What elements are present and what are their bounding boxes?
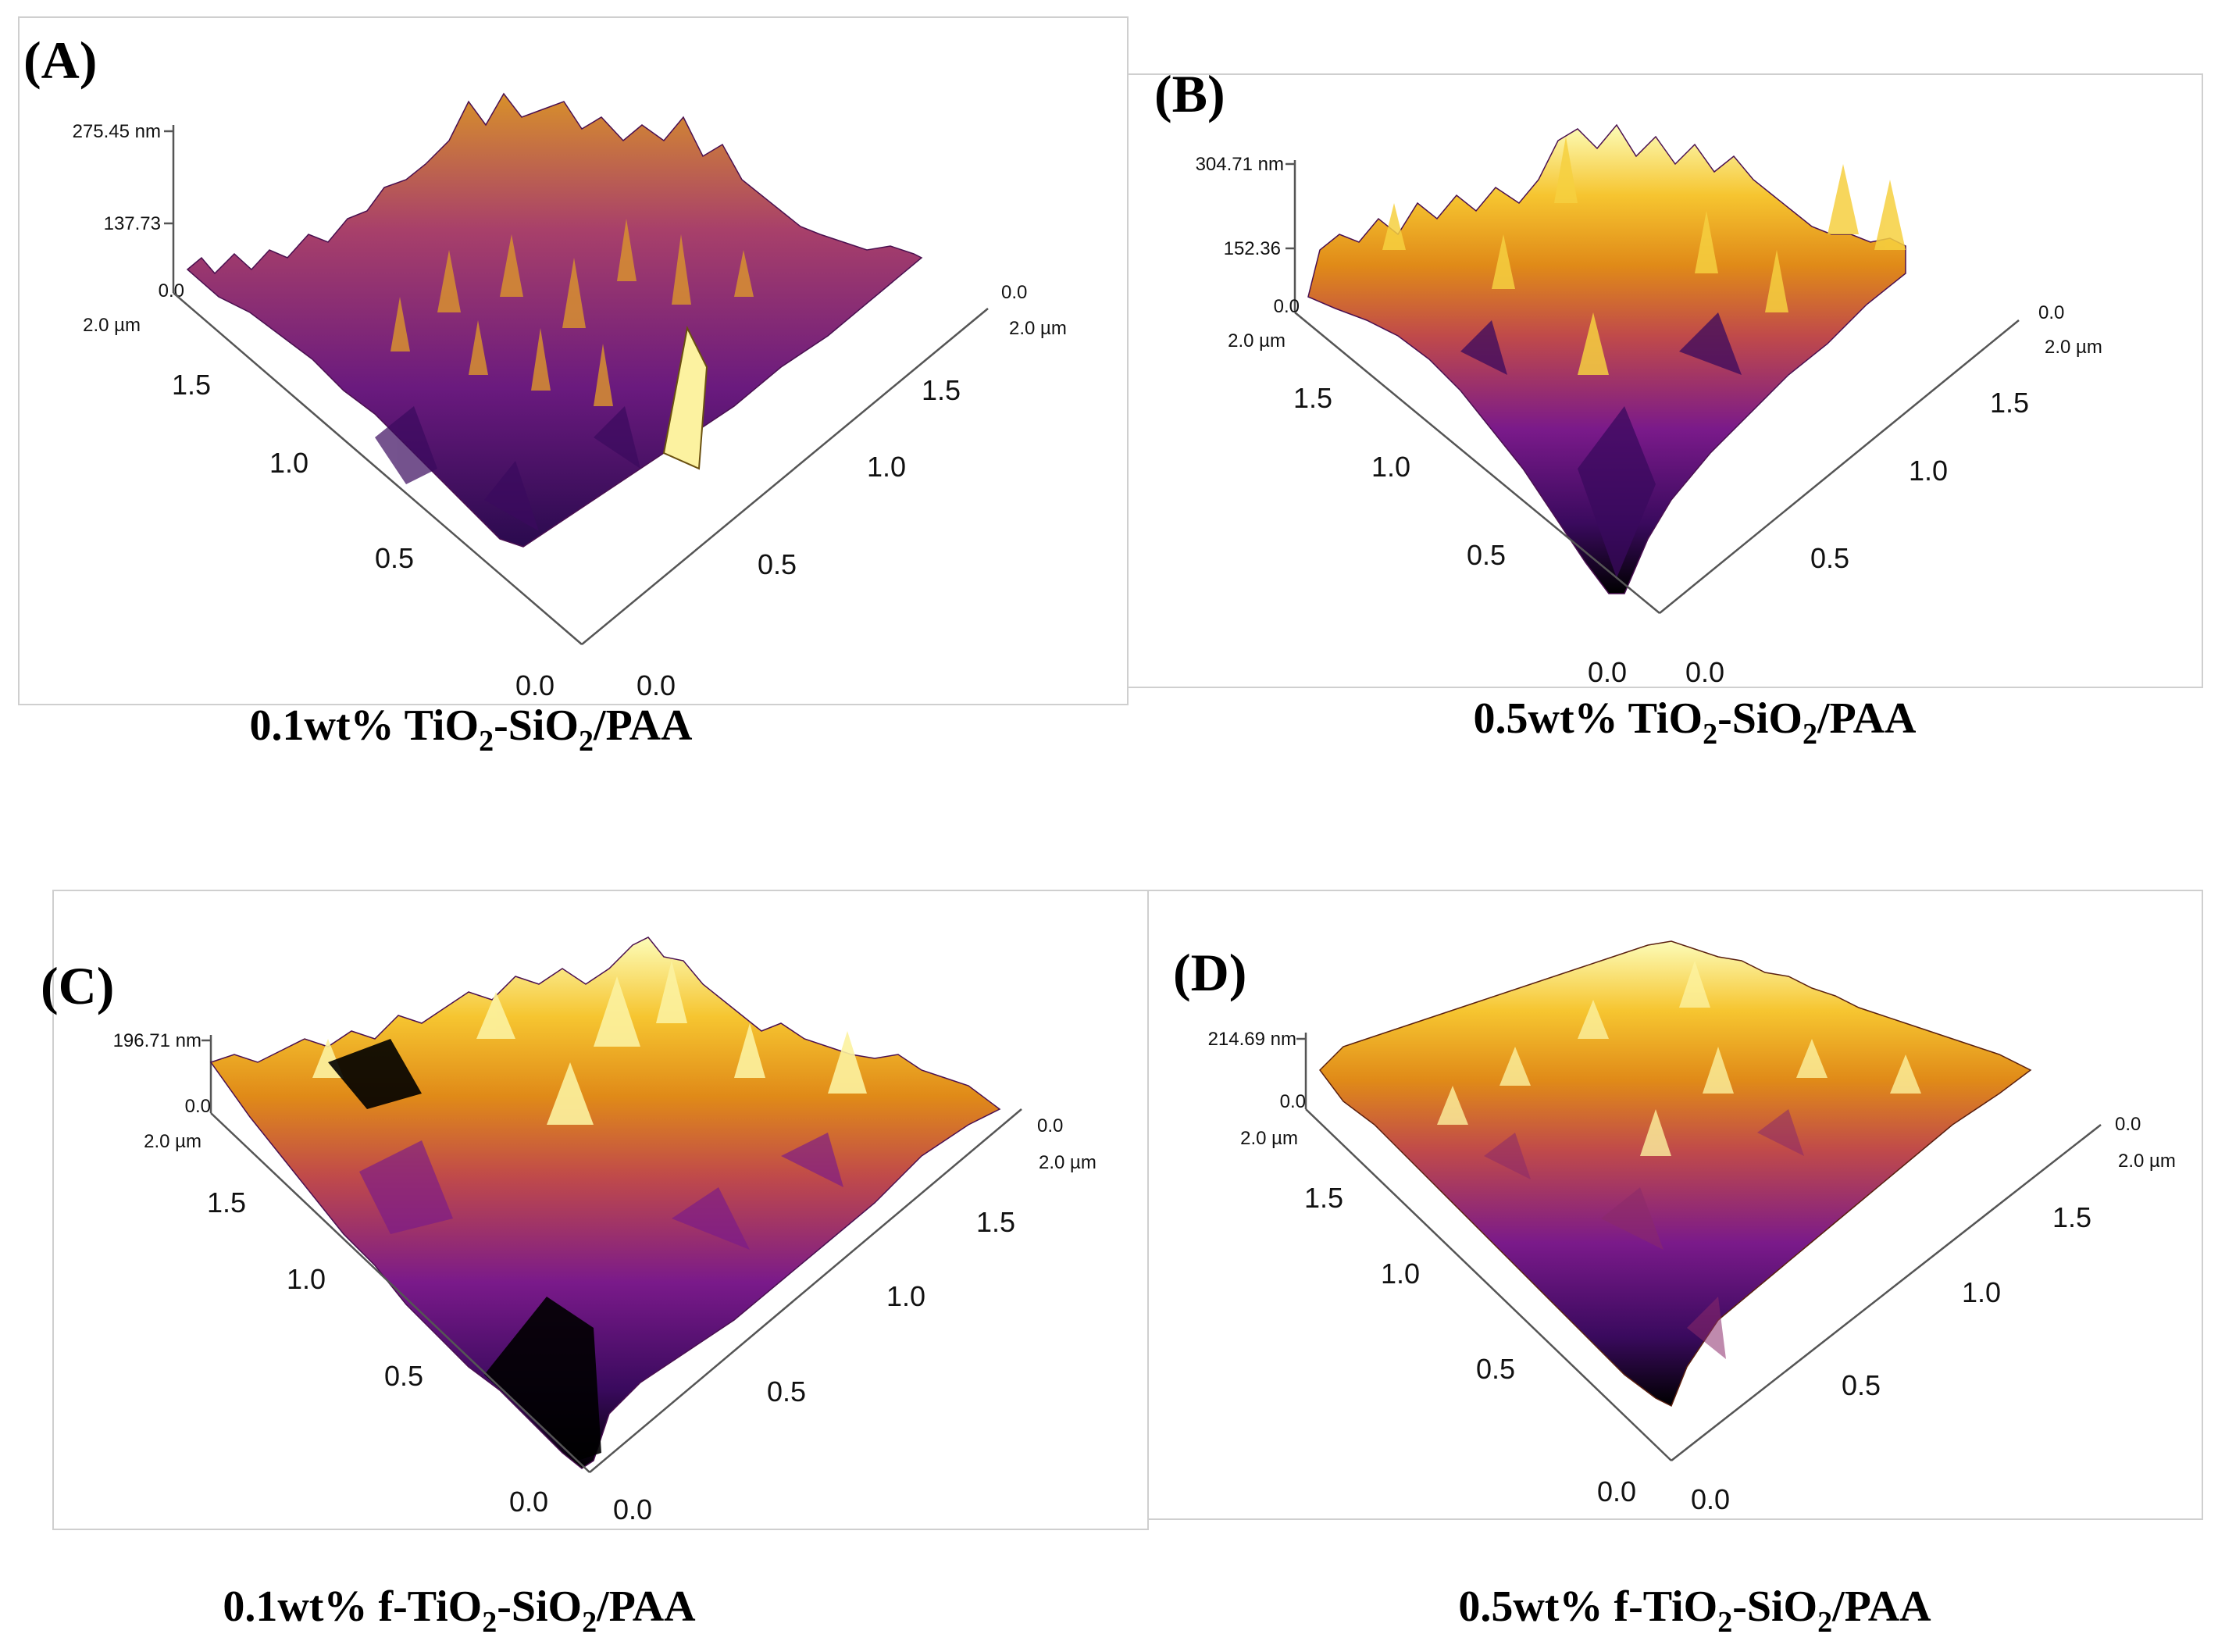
panel-a-left-tick-0: 2.0 µm (83, 315, 141, 336)
panel-d-right-tick-5: 0.0 (1691, 1483, 1730, 1515)
panel-c-z-min-label: 0.0 (185, 1096, 211, 1117)
panel-b-right-tick-0: 0.0 (2038, 302, 2064, 323)
panel-a-spike (662, 325, 708, 470)
panel-d-caption: 0.5wt% f-TiO2-SiO2/PAA (1458, 1582, 1931, 1639)
panel-d-peaks (1437, 961, 1921, 1156)
panel-a-surface (186, 92, 923, 548)
panel-b-right-tick-3: 1.0 (1909, 455, 1948, 487)
panel-c-left-tick-4: 0.0 (509, 1486, 548, 1518)
panel-a-peaks (390, 219, 754, 406)
panel-c-right-tick-3: 1.0 (886, 1280, 925, 1312)
panel-a-right-tick-3: 1.0 (867, 451, 906, 483)
panel-c-right-tick-0: 0.0 (1037, 1115, 1063, 1136)
panel-c-right-tick-4: 0.5 (767, 1375, 806, 1408)
panel-c-caption: 0.1wt% f-TiO2-SiO2/PAA (223, 1582, 696, 1639)
panel-b-z-mid-label: 152.36 (1224, 238, 1281, 259)
panel-d-left-axis (1305, 1108, 1672, 1461)
panel-b-left-tick-4: 0.0 (1588, 656, 1627, 688)
panel-c-left-tick-2: 1.0 (287, 1263, 326, 1295)
panel-b-peaks (1382, 137, 1906, 375)
panel-c-letter: (C) (41, 956, 114, 1015)
panel-c-right-axis (589, 1108, 1022, 1473)
panel-a-right-tick-0: 0.0 (1001, 282, 1027, 303)
panel-a-right-axis (581, 308, 989, 645)
panel-d-left-tick-0: 2.0 µm (1240, 1128, 1298, 1149)
panel-c-right-tick-2: 1.5 (976, 1206, 1015, 1238)
panel-b-right-tick-5: 0.0 (1685, 656, 1724, 688)
panel-d-mid-regions (1484, 1109, 1804, 1359)
panel-b-valleys (1460, 312, 1742, 578)
panel-b-right-axis (1659, 319, 2020, 614)
panel-c-z-max-label: 196.71 nm (113, 1030, 201, 1051)
panel-d-left-tick-4: 0.0 (1597, 1475, 1636, 1507)
panel-a-left-tick-1: 1.5 (172, 369, 211, 401)
panel-d-right-tick-3: 1.0 (1962, 1276, 2001, 1308)
panel-d-right-tick-4: 0.5 (1842, 1369, 1881, 1401)
panel-a-right-tick-5: 0.0 (637, 669, 676, 701)
panel-b-left-tick-0: 2.0 µm (1228, 330, 1286, 351)
panel-a-left-tick-4: 0.0 (515, 669, 554, 701)
panel-d-right-axis (1671, 1124, 2102, 1461)
panel-b-frame (1127, 73, 2203, 688)
panel-d-z-max-label: 214.69 nm (1208, 1029, 1296, 1050)
panel-a-z-mid-label: 137.73 (104, 213, 161, 234)
panel-d-left-tick-2: 1.0 (1381, 1258, 1420, 1290)
panel-d-z-min-label: 0.0 (1280, 1091, 1306, 1112)
panel-b-caption: 0.5wt% TiO2-SiO2/PAA (1474, 694, 1917, 751)
panel-a-right-tick-4: 0.5 (758, 548, 797, 580)
panel-a-z-max-label: 275.45 nm (73, 121, 161, 142)
panel-d-left-tick-1: 1.5 (1304, 1182, 1343, 1214)
panel-c-mid-regions (359, 1133, 843, 1250)
panel-b-right-tick-4: 0.5 (1810, 542, 1849, 574)
panel-b-right-tick-1: 2.0 µm (2045, 337, 2102, 358)
panel-d-left-tick-3: 0.5 (1476, 1353, 1515, 1385)
panel-a: (A) 275.45 nm 137.73 0.0 2.0 µm 1.5 1.0 … (18, 16, 1129, 758)
panel-a-letter: (A) (23, 30, 97, 90)
panel-d-frame (1147, 890, 2203, 1520)
panel-a-right-tick-1: 2.0 µm (1009, 318, 1067, 339)
panel-b-right-tick-2: 1.5 (1990, 387, 2029, 419)
panel-d-right-tick-1: 2.0 µm (2118, 1151, 2176, 1172)
panel-b-letter: (B) (1154, 64, 1225, 123)
panel-d: (D) 214.69 nm 0.0 2.0 µm 1.5 1.0 0.5 0.0… (1147, 890, 2203, 1639)
panel-a-valleys (375, 406, 640, 531)
panel-c-right-tick-1: 2.0 µm (1039, 1152, 1097, 1173)
panel-c: (C) 196.71 nm 0.0 2.0 µm 1.5 1.0 0.5 0.0… (41, 890, 1149, 1639)
panel-d-right-tick-0: 0.0 (2115, 1114, 2141, 1135)
panel-a-left-tick-3: 0.5 (375, 542, 414, 574)
panel-c-left-tick-3: 0.5 (384, 1360, 423, 1392)
panel-b: (B) 304.71 nm 152.36 0.0 2.0 µm 1.5 1.0 … (1127, 64, 2203, 751)
panel-d-right-tick-2: 1.5 (2052, 1201, 2091, 1233)
panel-a-left-tick-2: 1.0 (269, 447, 308, 479)
panel-b-left-tick-1: 1.5 (1293, 382, 1332, 414)
panel-b-left-tick-3: 0.5 (1467, 539, 1506, 571)
panel-b-left-axis (1294, 312, 1660, 614)
panel-a-caption: 0.1wt% TiO2-SiO2/PAA (250, 701, 694, 758)
panel-c-valleys (328, 1039, 601, 1461)
panel-d-letter: (D) (1173, 943, 1246, 1002)
panel-b-z-max-label: 304.71 nm (1196, 154, 1284, 175)
panel-a-right-tick-2: 1.5 (922, 374, 961, 406)
panel-c-right-tick-5: 0.0 (613, 1493, 652, 1525)
panel-a-left-axis (173, 292, 583, 645)
panel-c-left-axis (210, 1112, 590, 1473)
panel-c-left-tick-1: 1.5 (207, 1186, 246, 1218)
panel-d-surface (1319, 940, 2032, 1408)
panel-b-left-tick-2: 1.0 (1371, 451, 1410, 483)
panel-c-left-tick-0: 2.0 µm (144, 1131, 201, 1152)
